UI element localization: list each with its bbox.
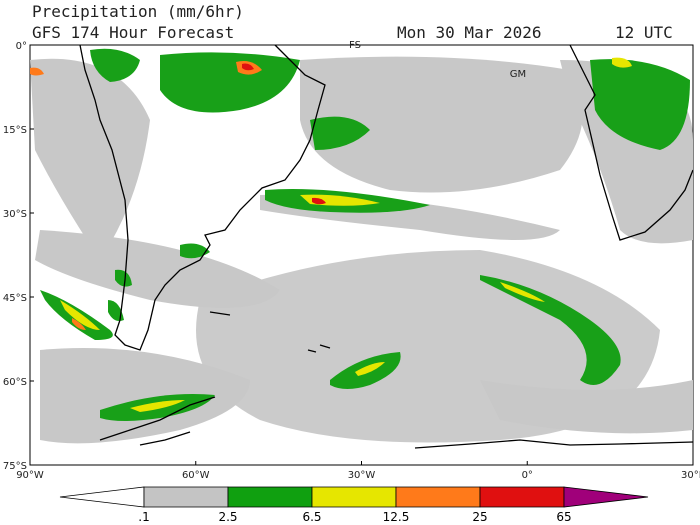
colorbar-label: 65 — [556, 510, 571, 524]
title: Precipitation (mm/6hr) — [32, 2, 244, 21]
lon-label: 90°W — [16, 470, 44, 481]
colorbar-swatch — [479, 486, 565, 508]
colorbar: .1 2.5 6.5 12.5 25 65 — [59, 486, 649, 524]
precip-areas — [30, 48, 693, 444]
lat-label: 45°S — [3, 293, 27, 304]
colorbar-label: 6.5 — [302, 510, 321, 524]
colorbar-swatch — [227, 486, 313, 508]
lon-label: 60°W — [182, 470, 210, 481]
colorbar-swatch — [59, 486, 145, 508]
forecast-date: Mon 30 Mar 2026 — [397, 23, 542, 42]
lat-label: 60°S — [3, 377, 27, 388]
map-labels: 0° 15°S 30°S 45°S 60°S 75°S90°W 60°W 30°W 0° 30°E… — [3, 40, 700, 481]
map-frame — [29, 44, 694, 466]
lat-label: 30°S — [3, 209, 27, 220]
colorbar-label: 2.5 — [218, 510, 237, 524]
lat-label: 15°S — [3, 125, 27, 136]
lon-label: 30°E — [681, 470, 700, 481]
colorbar-swatch — [563, 486, 649, 508]
lat-label: 0° — [16, 41, 27, 52]
subtitle: GFS 174 Hour Forecast — [32, 23, 234, 42]
place-label: FS — [349, 40, 361, 51]
forecast-time: 12 UTC — [615, 23, 673, 42]
colorbar-label: .1 — [138, 510, 149, 524]
colorbar-label: 12.5 — [383, 510, 410, 524]
colorbar-label: 25 — [472, 510, 487, 524]
place-label: GM — [510, 69, 526, 80]
lat-label: 75°S — [3, 461, 27, 472]
colorbar-swatch — [311, 486, 397, 508]
colorbar-swatch — [395, 486, 481, 508]
lon-label: 30°W — [348, 470, 376, 481]
lon-label: 0° — [522, 470, 533, 481]
coastlines — [79, 44, 694, 449]
colorbar-swatch — [143, 486, 229, 508]
